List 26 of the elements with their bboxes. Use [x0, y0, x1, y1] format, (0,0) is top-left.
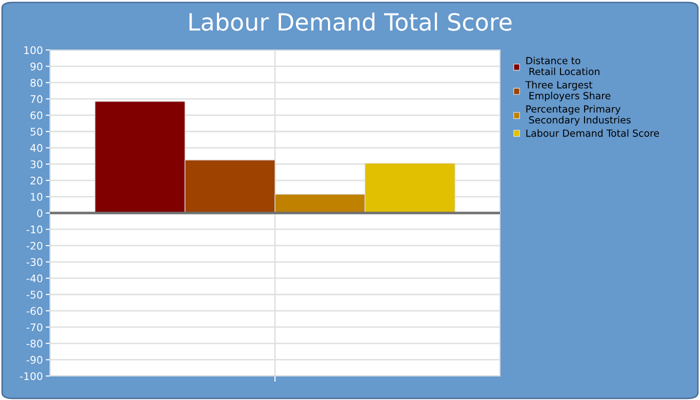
y-tick-label: 90 — [30, 62, 42, 70]
y-tick-label: -50 — [26, 290, 42, 299]
y-tick-label: -100 — [20, 372, 42, 380]
y-tick-label: 50 — [30, 128, 42, 136]
legend-label: Distance to Retail Location — [526, 56, 600, 76]
y-tick-label: 100 — [24, 46, 42, 54]
y-tick-label: 70 — [30, 95, 42, 104]
chart-title: Labour Demand Total Score — [190, 12, 512, 31]
y-tick-label: -70 — [26, 323, 42, 332]
y-tick-label: 20 — [30, 176, 42, 185]
y-tick-label: 30 — [30, 160, 42, 168]
y-tick-label: -80 — [26, 340, 42, 348]
y-tick-label: 80 — [30, 78, 42, 87]
legend-label: Percentage Primary Secondary Industries — [526, 105, 631, 126]
y-tick-label: -20 — [26, 242, 42, 250]
y-tick-label: 0 — [37, 209, 42, 218]
legend-label: Three Largest Employers Share — [525, 80, 610, 102]
y-tick-label: -90 — [26, 356, 42, 364]
legend-label: Labour Demand Total Score — [526, 129, 659, 137]
y-tick-label: -40 — [26, 274, 42, 282]
y-tick-label: -30 — [26, 258, 42, 266]
y-tick-label: -10 — [26, 226, 42, 234]
y-tick-label: 10 — [30, 192, 42, 201]
y-tick-label: 60 — [30, 111, 42, 120]
y-tick-label: -60 — [26, 307, 42, 315]
y-tick-label: 40 — [30, 144, 42, 152]
